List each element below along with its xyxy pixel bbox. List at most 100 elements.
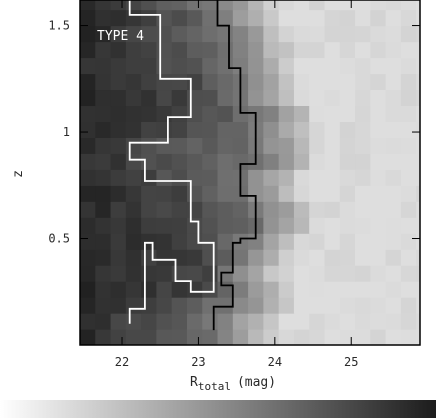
heatmap-cell	[141, 0, 158, 11]
heatmap-cell	[95, 249, 112, 266]
heatmap-cell	[385, 25, 402, 43]
heatmap-cell	[156, 185, 173, 202]
heatmap-cell	[309, 105, 326, 122]
heatmap-cell	[370, 297, 387, 314]
heatmap-cell	[309, 89, 326, 107]
heatmap-cell	[186, 57, 203, 75]
heatmap-cell	[110, 185, 127, 202]
heatmap-cell	[278, 185, 295, 202]
heatmap-cell	[416, 297, 420, 314]
heatmap-cell	[110, 217, 127, 234]
heatmap-cell	[202, 25, 219, 43]
heatmap-cell	[202, 249, 219, 266]
heatmap-cell	[156, 169, 173, 186]
heatmap-cell	[95, 281, 112, 298]
heatmap-cell	[156, 201, 173, 218]
heatmap-cell	[141, 41, 158, 59]
heatmap-cell	[400, 185, 417, 202]
heatmap-cell	[95, 233, 112, 250]
heatmap-cell	[370, 73, 387, 91]
heatmap-cell	[141, 169, 158, 186]
heatmap-cell	[186, 329, 203, 345]
heatmap-cell	[80, 249, 81, 266]
heatmap-cell	[125, 217, 142, 234]
heatmap-cell	[355, 249, 371, 266]
heatmap-cell	[125, 0, 142, 11]
heatmap-cell	[355, 233, 371, 250]
heatmap-cell	[385, 137, 402, 154]
heatmap-cell	[355, 217, 371, 234]
heatmap-cell	[263, 249, 280, 266]
heatmap-cell	[339, 57, 356, 75]
heatmap-cell	[156, 297, 173, 314]
heatmap-cell	[355, 153, 371, 170]
heatmap-cell	[125, 233, 142, 250]
heatmap-cell	[385, 153, 402, 170]
heatmap-cell	[156, 313, 173, 330]
heatmap-cell	[125, 89, 142, 107]
heatmap-cell	[248, 0, 264, 11]
heatmap-cell	[217, 153, 234, 170]
heatmap-cell	[248, 329, 264, 345]
heatmap-cell	[141, 265, 158, 282]
heatmap-cell	[263, 329, 280, 345]
heatmap-cell	[400, 73, 417, 91]
heatmap-cell	[355, 265, 371, 282]
heatmap-cell	[324, 217, 341, 234]
heatmap-cell	[202, 153, 219, 170]
heatmap-cell	[80, 57, 81, 75]
heatmap-cell	[141, 89, 158, 107]
heatmap-cell	[156, 25, 173, 43]
heatmap-cell	[171, 185, 188, 202]
heatmap-cell	[416, 9, 420, 27]
heatmap-cell	[186, 249, 203, 266]
heatmap-cell	[355, 313, 371, 330]
heatmap-cell	[309, 297, 326, 314]
heatmap-cell	[400, 329, 417, 345]
heatmap-cell	[217, 57, 234, 75]
heatmap-cell	[278, 297, 295, 314]
heatmap-cell	[156, 121, 173, 138]
heatmap-cell	[186, 73, 203, 91]
heatmap-cell	[278, 73, 295, 91]
heatmap-cell	[263, 153, 280, 170]
heatmap-cell	[309, 169, 326, 186]
heatmap-cell	[416, 249, 420, 266]
heatmap-cell	[125, 201, 142, 218]
heatmap-cell	[217, 121, 234, 138]
heatmap-cell	[385, 41, 402, 59]
heatmap-cell	[385, 329, 402, 345]
heatmap-cell	[416, 73, 420, 91]
heatmap-cell	[324, 41, 341, 59]
heatmap-cell	[309, 201, 326, 218]
heatmap-cell	[80, 105, 81, 122]
x-axis-label: Rtotal (mag)	[190, 375, 276, 393]
heatmap-cell	[355, 73, 371, 91]
heatmap-cell	[186, 89, 203, 107]
heatmap-cell	[186, 201, 203, 218]
heatmap-cell	[110, 313, 127, 330]
heatmap-cell	[416, 281, 420, 298]
heatmap-cell	[232, 153, 249, 170]
heatmap-cell	[370, 201, 387, 218]
heatmap-cell	[156, 249, 173, 266]
heatmap-cell	[355, 41, 371, 59]
heatmap-cell	[293, 233, 310, 250]
heatmap-cell	[80, 121, 96, 138]
heatmap-cell	[309, 121, 326, 138]
heatmap-cell	[370, 105, 387, 122]
heatmap-cell	[416, 217, 420, 234]
heatmap-cell	[110, 73, 127, 91]
heatmap-cell	[324, 105, 341, 122]
black-contour-line	[212, 0, 257, 331]
heatmap-cell	[95, 169, 112, 186]
heatmap-cell	[278, 313, 295, 330]
heatmap-cell	[370, 281, 387, 298]
heatmap-cell	[80, 105, 96, 122]
heatmap-cell	[355, 105, 371, 122]
heatmap-cell	[217, 233, 234, 250]
heatmap-cell	[217, 137, 234, 154]
heatmap-cell	[80, 281, 81, 298]
heatmap-cell	[202, 0, 219, 11]
